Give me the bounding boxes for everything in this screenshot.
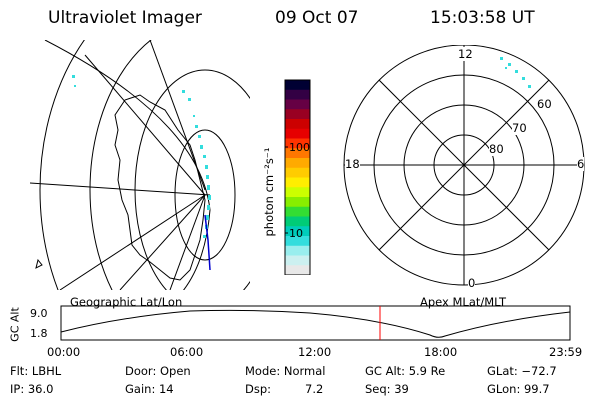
aurora-emission xyxy=(72,75,211,238)
colorbar-unit-label: photon cm⁻²s⁻¹ xyxy=(262,147,276,237)
colorbar-block xyxy=(285,80,310,91)
status-glat: GLat: −72.7 xyxy=(487,364,557,378)
geographic-map xyxy=(30,40,250,290)
colorbar-block xyxy=(285,197,310,208)
colorbar-block xyxy=(285,99,310,110)
gc-alt-axis-label: GC Alt xyxy=(8,307,22,342)
colorbar xyxy=(284,79,311,275)
colorbar-frame xyxy=(284,79,311,275)
polar-plot xyxy=(343,45,585,286)
status-flt: Flt: LBHL xyxy=(10,364,62,378)
mlt-line xyxy=(378,79,550,251)
colorbar-block xyxy=(285,167,310,178)
colorbar-block xyxy=(285,138,310,149)
colorbar-block xyxy=(285,89,310,100)
mlat-label-60: 60 xyxy=(537,97,552,111)
status-dsp-label: Dsp: xyxy=(245,382,272,396)
x-tick-0000: 00:00 xyxy=(47,345,81,359)
meridian xyxy=(119,194,206,290)
x-tick-2359: 23:59 xyxy=(549,345,583,359)
mlt-label-12: 12 xyxy=(458,47,473,61)
status-gcalt: GC Alt: 5.9 Re xyxy=(365,364,446,378)
colorbar-block xyxy=(285,119,310,130)
status-glon: GLon: 99.7 xyxy=(487,382,550,396)
status-door: Door: Open xyxy=(125,364,191,378)
earth-limb xyxy=(44,40,211,290)
colorbar-block xyxy=(285,255,310,266)
status-gain: Gain: 14 xyxy=(125,382,174,396)
time-label: 15:03:58 UT xyxy=(430,8,535,28)
colorbar-block xyxy=(285,109,310,120)
meridian xyxy=(169,194,206,290)
y-tick-1-8: 1.8 xyxy=(30,327,48,340)
lat-circle xyxy=(39,40,85,290)
colorbar-block xyxy=(285,216,310,227)
x-tick-1200: 12:00 xyxy=(298,345,332,359)
colorbar-block xyxy=(285,158,310,169)
altitude-plot xyxy=(60,305,571,341)
status-mode: Mode: Normal xyxy=(245,364,326,378)
polar-aurora-emission xyxy=(500,57,531,88)
lat-circle xyxy=(174,129,236,261)
meridian xyxy=(59,194,206,290)
mlt-label-6: 6 xyxy=(577,157,585,171)
status-seq: Seq: 39 xyxy=(365,382,409,396)
lat-circle xyxy=(89,40,152,290)
status-dsp-value: 7.2 xyxy=(305,382,324,396)
x-tick-0600: 06:00 xyxy=(170,345,204,359)
colorbar-block xyxy=(285,265,310,275)
colorbar-block xyxy=(285,187,310,198)
coastline xyxy=(114,94,206,281)
colorbar-block xyxy=(285,148,310,159)
altitude-curve xyxy=(60,309,571,338)
status-ip: IP: 36.0 xyxy=(10,382,54,396)
x-tick-1800: 18:00 xyxy=(424,345,458,359)
colorbar-block xyxy=(285,177,310,188)
colorbar-block xyxy=(285,128,310,139)
colorbar-tick-10: 10 xyxy=(289,227,303,240)
magnetic-footprint-trace xyxy=(204,214,211,271)
mlat-label-80: 80 xyxy=(489,142,504,156)
date-label: 09 Oct 07 xyxy=(275,8,359,28)
colorbar-block xyxy=(285,236,310,247)
mlat-label-70: 70 xyxy=(512,121,527,135)
y-tick-9: 9.0 xyxy=(30,307,48,320)
colorbar-block xyxy=(285,245,310,256)
colorbar-block xyxy=(285,226,310,237)
mlt-label-0: 0 xyxy=(468,276,476,290)
meridian xyxy=(84,54,206,196)
coastline xyxy=(35,258,43,269)
instrument-title: Ultraviolet Imager xyxy=(48,8,202,28)
colorbar-block xyxy=(285,206,310,217)
colorbar-blocks xyxy=(284,79,311,275)
colorbar-tick-100: 100 xyxy=(289,141,310,154)
altitude-plot-frame xyxy=(60,305,571,341)
mlt-label-18: 18 xyxy=(345,157,360,171)
